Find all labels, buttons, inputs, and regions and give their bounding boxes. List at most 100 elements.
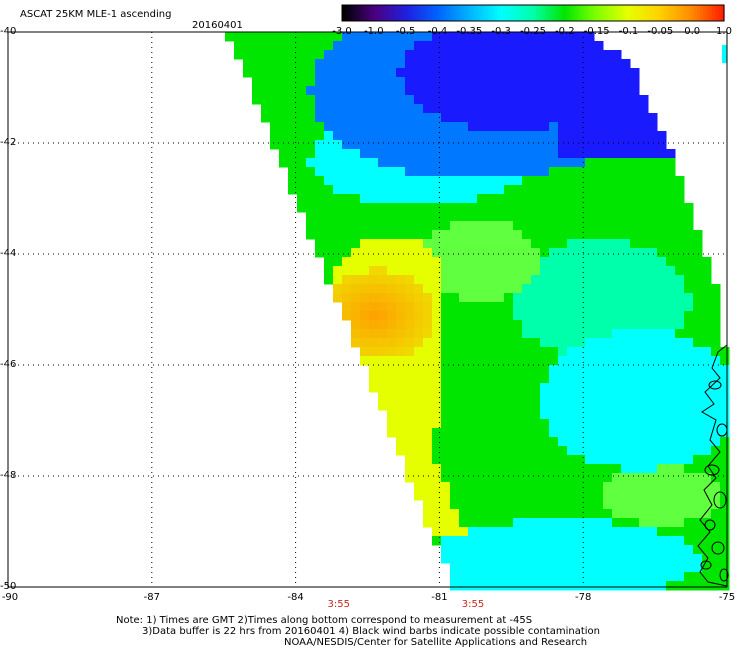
swath-cell [378,356,388,366]
swath-cell [711,437,721,447]
swath-cell [396,86,406,96]
swath-cell [531,401,541,411]
swath-cell [270,104,280,114]
swath-cell [549,410,559,420]
lon-label: -75 [718,592,736,603]
swath-cell [675,455,685,465]
swath-cell [603,221,613,231]
swath-cell [666,482,676,492]
swath-cell [495,32,505,42]
swath-cell [711,518,721,528]
swath-cell [684,455,694,465]
note-line-1: Note: 1) Times are GMT 2)Times along bot… [116,615,533,626]
swath-cell [648,446,658,456]
swath-cell [333,203,343,213]
swath-cell [657,329,667,339]
swath-cell [360,68,370,78]
swath-cell [666,518,676,528]
swath-cell [351,257,361,267]
swath-cell [450,410,460,420]
colorbar-segment [359,5,364,21]
swath-cell [486,131,496,141]
swath-cell [441,59,451,69]
swath-cell [621,419,631,429]
swath-cell [432,50,442,60]
swath-cell [270,86,280,96]
swath-cell [486,302,496,312]
swath-cell [396,158,406,168]
swath-cell [630,545,640,555]
colorbar-label: -0.4 [427,26,448,37]
swath-cell [594,284,604,294]
swath-cell [378,320,388,330]
swath-cell [612,500,622,510]
swath-cell [387,257,397,267]
swath-cell [351,149,361,159]
swath-cell [495,356,505,366]
swath-cell [639,239,649,249]
swath-cell [423,68,433,78]
swath-cell [504,68,514,78]
swath-cell [675,581,685,591]
swath-cell [432,293,442,303]
swath-cell [342,176,352,186]
swath-cell [675,365,685,375]
swath-cell [531,50,541,60]
swath-cell [369,32,379,42]
swath-cell [648,122,658,132]
swath-cell [522,230,532,240]
colorbar-segment [443,5,448,21]
swath-cell [684,563,694,573]
swath-cell [477,176,487,186]
colorbar-segment [610,5,615,21]
swath-cell [369,212,379,222]
swath-cell [459,356,469,366]
colorbar-segment [538,5,543,21]
swath-cell [513,365,523,375]
swath-cell [540,212,550,222]
swath-cell [450,473,460,483]
swath-cell [441,221,451,231]
swath-cell [360,266,370,276]
swath-cell [432,230,442,240]
swath-cell [603,428,613,438]
swath-cell [432,59,442,69]
swath-cell [576,428,586,438]
colorbar-segment [407,5,412,21]
swath-cell [288,176,298,186]
swath-cell [585,32,595,42]
swath-cell [234,41,244,51]
swath-cell [468,122,478,132]
swath-cell [666,293,676,303]
swath-cell [549,554,559,564]
swath-cell [648,266,658,276]
swath-cell [576,185,586,195]
swath-cell [423,284,433,294]
swath-cell [666,194,676,204]
swath-cell [594,527,604,537]
overpass-time: 3:55 [327,599,350,610]
swath-cell [441,113,451,123]
colorbar-label: -1.0 [364,26,384,37]
swath-cell [612,104,622,114]
swath-cell [477,149,487,159]
swath-cell [531,59,541,69]
swath-cell [423,149,433,159]
swath-cell [369,41,379,51]
swath-cell [594,275,604,285]
swath-cell [630,518,640,528]
swath-cell [576,32,586,42]
swath-cell [549,527,559,537]
swath-cell [558,140,568,150]
swath-cell [594,473,604,483]
swath-cell [585,365,595,375]
swath-cell [612,77,622,87]
swath-cell [648,383,658,393]
swath-cell [522,536,532,546]
swath-cell [486,212,496,222]
swath-cell [423,140,433,150]
swath-cell [558,86,568,96]
swath-cell [540,365,550,375]
swath-cell [720,536,730,546]
swath-cell [639,230,649,240]
